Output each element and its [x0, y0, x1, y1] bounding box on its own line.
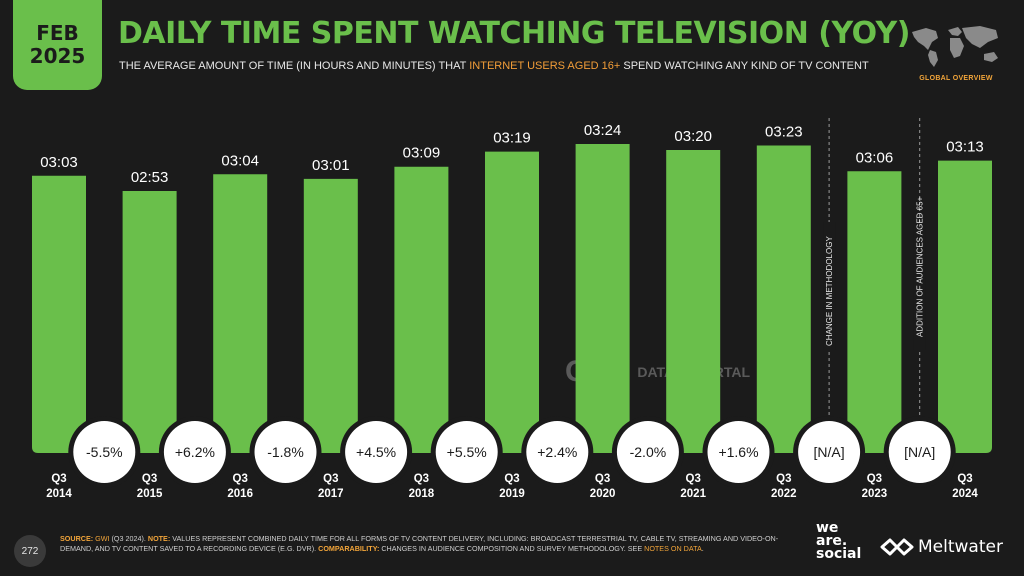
bar: [213, 174, 268, 453]
x-tick-quarter: Q3: [51, 473, 66, 485]
bar: [575, 144, 630, 453]
x-tick-year: 2021: [680, 488, 706, 500]
change-circle: [345, 421, 408, 483]
x-tick-quarter: Q3: [867, 473, 882, 485]
change-label: +6.2%: [175, 444, 215, 460]
x-tick-quarter: Q3: [686, 473, 701, 485]
bar-value-label: 03:24: [584, 122, 622, 139]
x-tick-quarter: Q3: [233, 473, 248, 485]
x-tick-quarter: Q3: [957, 473, 972, 485]
bar-value-label: 03:19: [493, 130, 531, 147]
bar: [122, 190, 177, 454]
bar-value-label: 03:04: [221, 152, 259, 169]
bar-value-label: 03:01: [312, 157, 350, 174]
notes-on-data-link[interactable]: NOTES ON DATA: [644, 544, 702, 553]
bar-value-label: 03:20: [674, 128, 712, 145]
date-month: FEB: [36, 21, 79, 45]
x-tick-year: 2020: [590, 488, 616, 500]
divider-label-bg: [823, 222, 836, 350]
change-circle: [616, 421, 679, 483]
bar: [938, 160, 992, 454]
change-label: +5.5%: [447, 444, 487, 460]
bar-value-label: 03:06: [856, 149, 894, 166]
meltwater-text: Meltwater: [918, 537, 1003, 557]
bar-value-label: 02:53: [131, 169, 169, 186]
bar: [485, 151, 539, 453]
bar-value-label: 03:13: [946, 139, 984, 156]
bar: [394, 166, 449, 453]
x-tick-quarter: Q3: [776, 473, 791, 485]
x-tick-year: 2014: [46, 488, 72, 500]
bar-value-label: 03:09: [403, 145, 441, 162]
change-label: +4.5%: [356, 444, 396, 460]
x-tick-quarter: Q3: [323, 473, 338, 485]
logo-word-social: social: [816, 546, 862, 562]
comparability-label: COMPARABILITY:: [318, 544, 380, 553]
divider-label: ADDITION OF AUDIENCES AGED 65+: [916, 196, 925, 337]
change-circle: [798, 421, 861, 483]
x-tick-year: 2023: [862, 488, 888, 500]
change-label: [N/A]: [814, 444, 845, 460]
change-label: +1.6%: [718, 444, 758, 460]
x-tick-year: 2024: [952, 488, 978, 500]
source-detail: (Q3 2024).: [109, 534, 148, 543]
change-label: -5.5%: [86, 444, 123, 460]
change-circle: [163, 421, 226, 483]
footer-note: SOURCE: GWI (Q3 2024). NOTE: VALUES REPR…: [60, 534, 790, 554]
note-text: VALUES REPRESENT COMBINED DAILY TIME FOR…: [60, 534, 779, 553]
bar: [303, 178, 358, 453]
bar: [32, 175, 86, 453]
change-circle: [707, 421, 770, 483]
subtitle-text-start: THE AVERAGE AMOUNT OF TIME (IN HOURS AND…: [119, 60, 470, 72]
x-tick-quarter: Q3: [504, 473, 519, 485]
bar: [756, 145, 811, 453]
bar: [666, 150, 721, 453]
change-circle: [435, 421, 498, 483]
change-label: +2.4%: [537, 444, 577, 460]
change-label: -1.8%: [267, 444, 304, 460]
divider-label: CHANGE IN METHODOLOGY: [825, 236, 834, 346]
x-tick-year: 2019: [499, 488, 525, 500]
page-number: 272: [14, 535, 46, 567]
x-tick-year: 2018: [409, 488, 435, 500]
date-year: 2025: [29, 44, 86, 68]
change-label: [N/A]: [904, 444, 935, 460]
meltwater-icon: [880, 538, 914, 556]
bar-value-label: 03:03: [40, 154, 78, 171]
x-tick-year: 2015: [137, 488, 163, 500]
x-tick-quarter: Q3: [142, 473, 157, 485]
notes-end: .: [701, 544, 704, 553]
x-tick-year: 2017: [318, 488, 344, 500]
x-tick-year: 2022: [771, 488, 797, 500]
x-tick-quarter: Q3: [595, 473, 610, 485]
change-label: -2.0%: [630, 444, 667, 460]
map-label: GLOBAL OVERVIEW: [919, 75, 993, 82]
x-tick-quarter: Q3: [414, 473, 429, 485]
change-circle: [73, 421, 136, 483]
logo-word-are: are.: [816, 533, 848, 549]
comparability-text: CHANGES IN AUDIENCE COMPOSITION AND SURV…: [379, 544, 645, 553]
source-text: GWI: [95, 534, 110, 543]
subtitle-highlight: INTERNET USERS AGED 16+: [469, 60, 621, 72]
bar-value-label: 03:23: [765, 124, 803, 141]
change-circle: [526, 421, 589, 483]
change-circle: [254, 421, 317, 483]
page-title: DAILY TIME SPENT WATCHING TELEVISION (YO…: [118, 16, 910, 51]
bar: [847, 171, 902, 453]
source-label: SOURCE:: [60, 534, 94, 543]
change-circle: [888, 421, 951, 483]
subtitle-text-end: SPEND WATCHING ANY KIND OF TV CONTENT: [620, 60, 869, 72]
page-subtitle: THE AVERAGE AMOUNT OF TIME (IN HOURS AND…: [119, 60, 869, 72]
date-badge: FEB 2025: [13, 0, 102, 90]
meltwater-logo: Meltwater: [880, 537, 1003, 557]
note-label: NOTE:: [147, 534, 171, 543]
x-tick-year: 2016: [227, 488, 253, 500]
logo-word-we: we: [816, 520, 839, 536]
divider-label-bg: [913, 222, 926, 350]
world-map-icon: [912, 26, 998, 67]
we-are-social-logo: we are. social: [816, 520, 862, 562]
